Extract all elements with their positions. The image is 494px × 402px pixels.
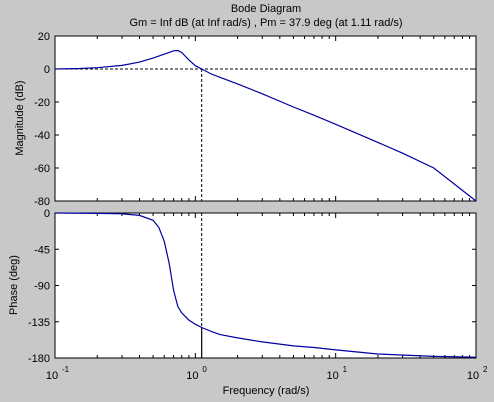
phase-series-line — [54, 212, 477, 358]
magnitude-ticks: 20 0 -20 -40 -60 -80 — [34, 31, 477, 208]
magnitude-series-line — [54, 49, 477, 202]
y-tick-label: -80 — [34, 196, 50, 208]
phase-ticks: 0 -45 -90 -135 -180 — [28, 208, 477, 365]
x-tick-label: 10 — [327, 370, 339, 382]
x-tick-label: 10 — [467, 370, 479, 382]
magnitude-reference-lines — [55, 68, 476, 201]
magnitude-axes-background — [54, 35, 477, 202]
x-tick-exponent: 1 — [343, 365, 348, 374]
y-tick-label: -90 — [34, 281, 50, 293]
x-tick-exponent: -1 — [62, 365, 70, 374]
chart-title: Bode Diagram — [231, 3, 301, 15]
y-tick-label: 0 — [44, 208, 50, 220]
phase-axis-label: Phase (deg) — [8, 255, 20, 315]
y-tick-label: -20 — [34, 97, 50, 109]
y-tick-label: 20 — [38, 31, 50, 43]
y-tick-label: 0 — [44, 64, 50, 76]
frequency-tick-labels: 10 -1 10 0 10 1 10 2 — [46, 365, 488, 382]
magnitude-plot: 20 0 -20 -40 -60 -80 Magnitude (dB) — [14, 31, 477, 208]
y-tick-label: -60 — [34, 163, 50, 175]
y-tick-label: -45 — [34, 244, 50, 256]
y-tick-label: -180 — [28, 353, 50, 365]
y-tick-label: -135 — [28, 317, 50, 329]
x-tick-label: 10 — [46, 370, 58, 382]
y-tick-label: -40 — [34, 130, 50, 142]
phase-reference-lines — [55, 213, 476, 359]
x-tick-exponent: 2 — [483, 365, 488, 374]
phase-axes-background — [54, 212, 477, 359]
chart-subtitle: Gm = Inf dB (at Inf rad/s) , Pm = 37.9 d… — [129, 17, 402, 29]
magnitude-axis-label: Magnitude (dB) — [14, 80, 26, 155]
frequency-axis-label: Frequency (rad/s) — [223, 385, 310, 397]
x-tick-exponent: 0 — [202, 365, 207, 374]
phase-plot: 0 -45 -90 -135 -180 Phase (deg) — [8, 208, 477, 365]
x-tick-label: 10 — [186, 370, 198, 382]
